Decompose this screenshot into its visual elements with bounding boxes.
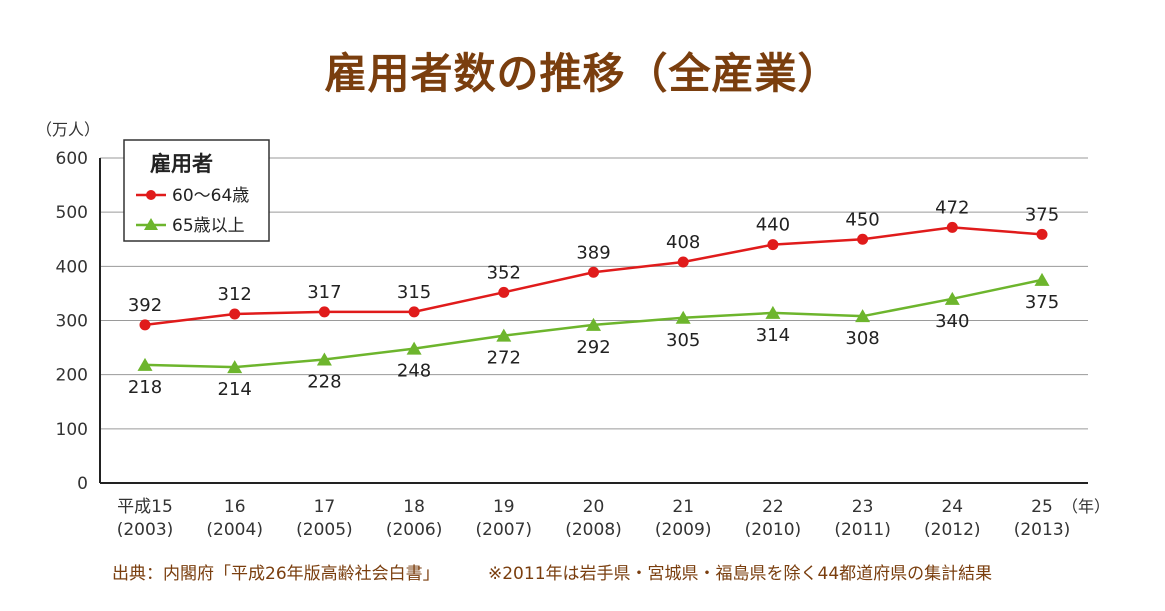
y-tick-label-100: 100 bbox=[56, 420, 88, 440]
x-tick-year-2: (2005) bbox=[296, 520, 353, 540]
series-1-point-0 bbox=[139, 319, 151, 331]
series-1-label-2: 317 bbox=[307, 282, 341, 303]
y-tick-label-500: 500 bbox=[56, 203, 88, 223]
series-1-label-5: 389 bbox=[576, 242, 610, 263]
chart-title: 雇用者数の推移（全産業） bbox=[324, 49, 841, 98]
series-2-point-9 bbox=[944, 291, 960, 305]
y-tick-label-300: 300 bbox=[56, 312, 88, 332]
x-tick-label-3: 18 bbox=[403, 497, 425, 517]
legend-title: 雇用者 bbox=[150, 152, 213, 176]
y-tick-label-0: 0 bbox=[77, 474, 88, 494]
series-2-point-2 bbox=[316, 352, 332, 366]
x-tick-year-10: (2013) bbox=[1014, 520, 1071, 540]
series-2-label-6: 305 bbox=[666, 330, 700, 351]
series-2-point-6 bbox=[675, 310, 691, 324]
x-tick-year-5: (2008) bbox=[565, 520, 622, 540]
x-tick-label-10: 25 bbox=[1031, 497, 1053, 517]
x-tick-label-1: 16 bbox=[224, 497, 246, 517]
x-tick-label-7: 22 bbox=[762, 497, 784, 517]
series-2-point-3 bbox=[406, 341, 422, 355]
series-2-point-8 bbox=[855, 309, 871, 323]
series-2-label-10: 375 bbox=[1025, 292, 1059, 313]
series-2-label-2: 228 bbox=[307, 372, 341, 393]
series-2-point-5 bbox=[586, 317, 601, 331]
series-1-label-3: 315 bbox=[397, 282, 431, 303]
series-1-point-6 bbox=[677, 256, 689, 268]
series-2-point-7 bbox=[765, 305, 781, 319]
footnote: ※2011年は岩手県・宮城県・福島県を除く44都道府県の集計結果 bbox=[488, 564, 993, 584]
series-2-label-8: 308 bbox=[845, 328, 879, 349]
legend-marker-series-2 bbox=[144, 218, 158, 230]
series-2-point-4 bbox=[496, 328, 512, 342]
x-tick-label-9: 24 bbox=[941, 497, 963, 517]
legend: 雇用者 60～64歳 65歳以上 bbox=[123, 139, 270, 242]
series-1-label-1: 312 bbox=[218, 284, 252, 305]
x-tick-label-6: 21 bbox=[672, 497, 694, 517]
x-tick-year-6: (2009) bbox=[655, 520, 712, 540]
series-2-label-7: 314 bbox=[756, 325, 790, 346]
series-1-point-2 bbox=[318, 306, 330, 318]
x-tick-year-4: (2007) bbox=[476, 520, 533, 540]
y-tick-label-400: 400 bbox=[56, 257, 88, 277]
y-tick-label-600: 600 bbox=[56, 149, 88, 169]
x-tick-year-3: (2006) bbox=[386, 520, 443, 540]
series-1-label-9: 472 bbox=[935, 197, 969, 218]
x-tick-year-0: (2003) bbox=[117, 520, 174, 540]
x-tick-year-7: (2010) bbox=[745, 520, 802, 540]
series-1-point-9 bbox=[946, 221, 958, 233]
x-tick-label-8: 23 bbox=[852, 497, 874, 517]
series-2-label-1: 214 bbox=[218, 379, 252, 400]
series-1-label-10: 375 bbox=[1025, 204, 1059, 225]
x-tick-year-9: (2012) bbox=[924, 520, 981, 540]
legend-label-series-1: 60～64歳 bbox=[172, 186, 249, 206]
series-2-label-0: 218 bbox=[128, 377, 162, 398]
series-1-label-6: 408 bbox=[666, 232, 700, 253]
series-1-point-8 bbox=[857, 233, 869, 245]
x-axis-unit: （年） bbox=[1062, 497, 1110, 516]
x-tick-year-8: (2011) bbox=[834, 520, 891, 540]
x-tick-labels: 平成15 (2003) 16 (2004) 17 (2005) 18 (2006) 19 (200… bbox=[117, 497, 1071, 540]
series-1-point-10 bbox=[1036, 228, 1048, 240]
series-1-label-8: 450 bbox=[845, 209, 879, 230]
axes bbox=[99, 158, 1088, 484]
series-1-point-4 bbox=[498, 286, 510, 298]
series-2-label-9: 340 bbox=[935, 311, 969, 332]
source-note: 出典：内閣府「平成26年版高齢社会白書」 bbox=[112, 564, 440, 584]
series-2-point-10 bbox=[1034, 272, 1050, 286]
series-2-label-3: 248 bbox=[397, 361, 431, 382]
y-tick-label-200: 200 bbox=[56, 366, 88, 386]
series-1-label-4: 352 bbox=[487, 262, 521, 283]
series-1-point-1 bbox=[229, 308, 241, 320]
series-2-point-0 bbox=[137, 357, 153, 371]
series-1-point-5 bbox=[588, 266, 599, 278]
legend-label-series-2: 65歳以上 bbox=[172, 216, 245, 236]
series-1-point-7 bbox=[767, 239, 779, 251]
series-1-label-7: 440 bbox=[756, 215, 790, 236]
series-1-label-0: 392 bbox=[128, 295, 162, 316]
legend-marker-series-1 bbox=[146, 190, 156, 200]
x-tick-year-1: (2004) bbox=[206, 520, 263, 540]
x-tick-label-0: 平成15 bbox=[117, 497, 173, 517]
y-axis-unit: （万人） bbox=[36, 120, 100, 139]
x-tick-label-2: 17 bbox=[314, 497, 336, 517]
y-tick-labels: 0 100 200 300 400 500 600 bbox=[56, 149, 88, 494]
series-1-point-3 bbox=[408, 306, 420, 318]
series-layer: 392 312 317 315 352 389 408 440 450 472 375 218 214 2… bbox=[128, 197, 1059, 400]
x-tick-label-4: 19 bbox=[493, 497, 515, 517]
series-2-label-5: 292 bbox=[576, 337, 610, 358]
series-2-point-1 bbox=[227, 360, 243, 374]
x-tick-label-5: 20 bbox=[583, 497, 605, 517]
series-2-label-4: 272 bbox=[487, 348, 521, 369]
